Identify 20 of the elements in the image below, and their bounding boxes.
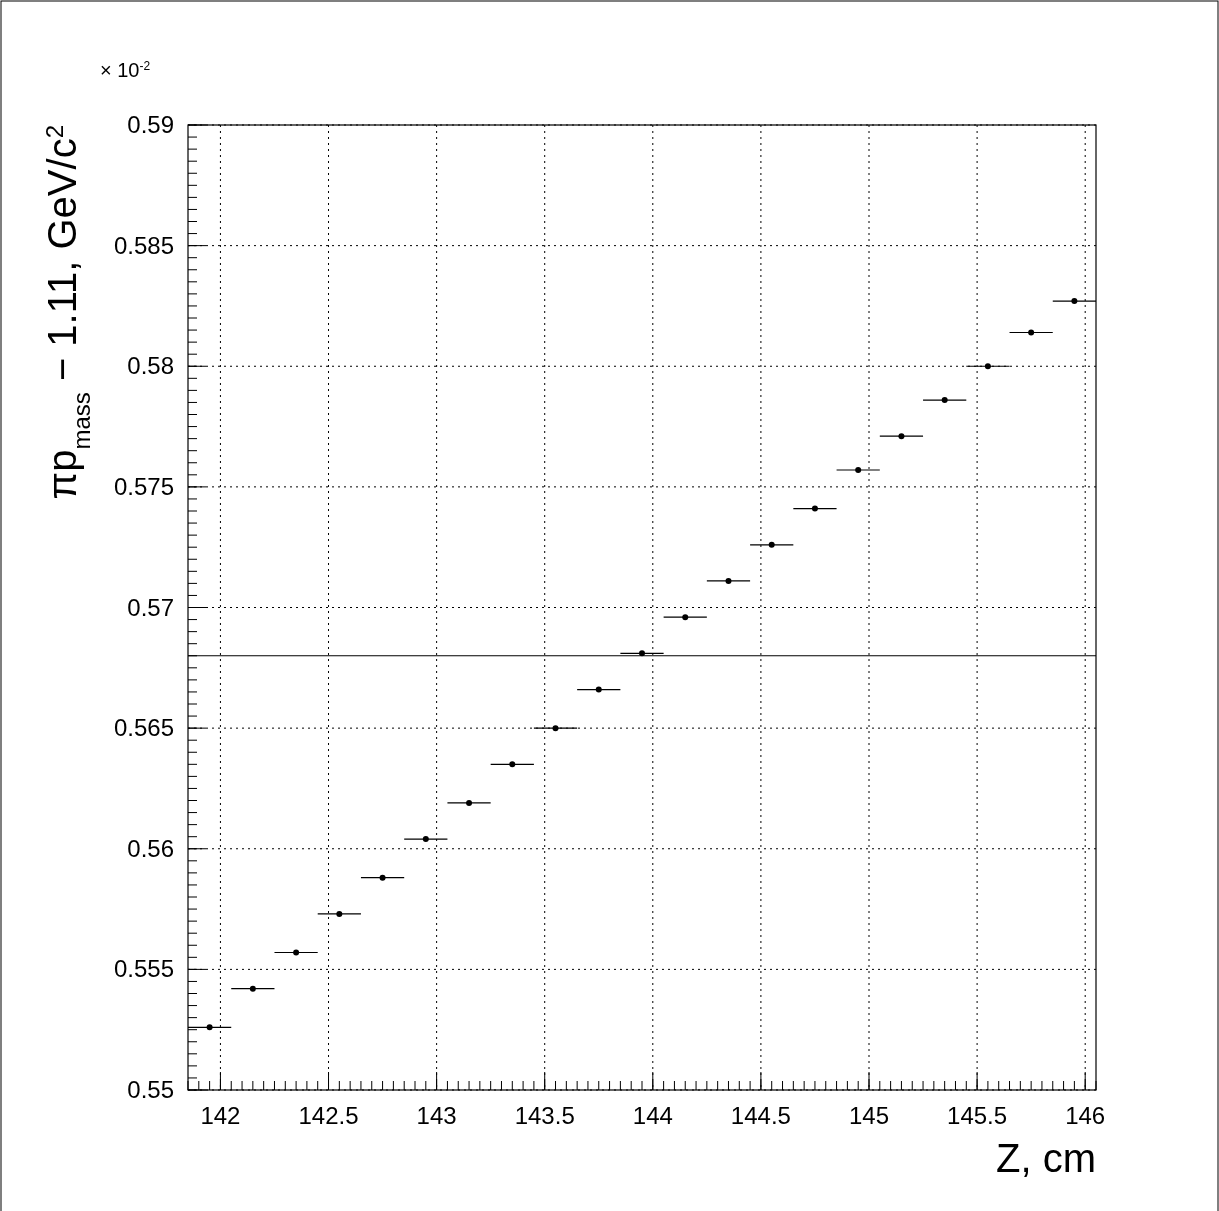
- x-tick-label: 143: [416, 1102, 457, 1129]
- y-tick-label: 0.555: [113, 955, 174, 983]
- y-tick-label: 0.585: [113, 231, 174, 259]
- text: × 10$^{-2}$: [100, 59, 151, 81]
- y-tick-label: 0.56: [127, 834, 174, 862]
- x-tick-label: 142.5: [298, 1102, 359, 1129]
- y-tick-label: 0.565: [113, 714, 174, 742]
- y-tick-label: 0.55: [127, 1076, 174, 1103]
- x-tick-label: 145: [848, 1102, 890, 1129]
- y-tick-label: 0.59: [127, 111, 174, 138]
- x-axis-title: Z, cm: [996, 1136, 1096, 1180]
- x-tick-label: 143.5: [514, 1102, 575, 1129]
- y-tick-label: 0.57: [127, 593, 174, 621]
- x-tick-label: 146: [1065, 1102, 1106, 1129]
- x-tick-label: 144: [632, 1102, 673, 1129]
- x-tick-label: 145.5: [947, 1102, 1008, 1129]
- x-tick-label: 144.5: [730, 1102, 791, 1129]
- x-tick-label: 142: [200, 1102, 241, 1129]
- y-tick-label: 0.575: [113, 472, 174, 500]
- y-tick-label: 0.58: [127, 352, 174, 380]
